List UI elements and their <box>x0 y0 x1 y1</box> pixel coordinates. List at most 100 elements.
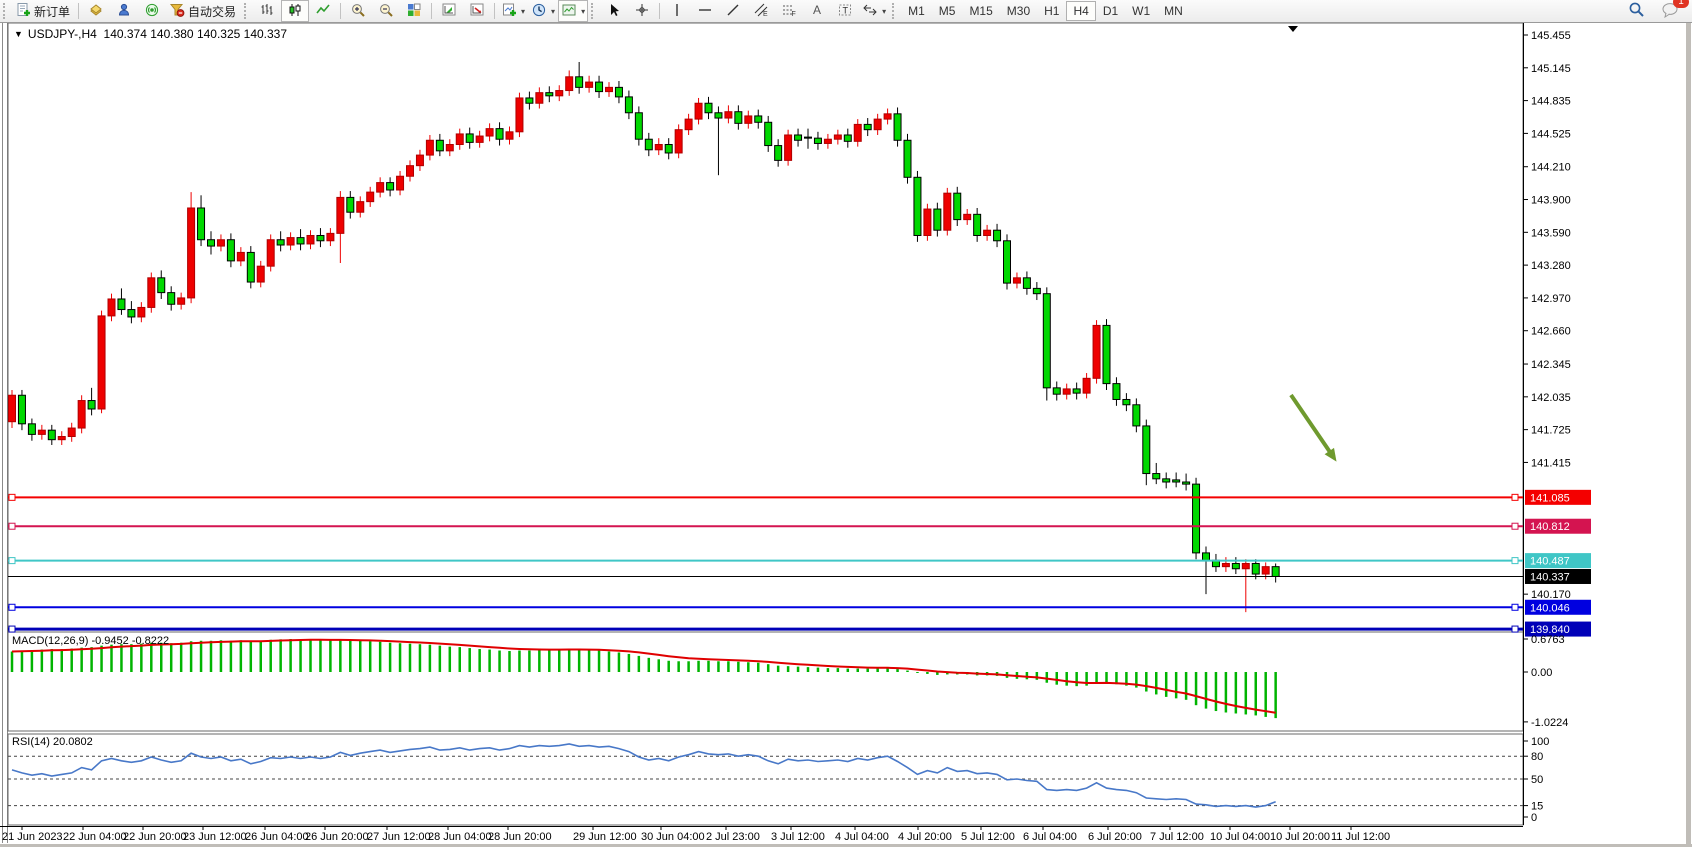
signal-button[interactable] <box>138 0 166 22</box>
autotrade-label: 自动交易 <box>188 4 237 19</box>
vertical-line-button[interactable] <box>663 0 691 22</box>
candlestick-bear <box>495 128 504 140</box>
hline-anchor[interactable] <box>8 522 16 530</box>
candlestick-bear <box>127 309 136 318</box>
arrows-button[interactable]: ▾ <box>859 0 889 22</box>
line-chart-mode-icon <box>315 2 331 21</box>
candlestick-bull <box>77 400 86 429</box>
indicator-window-add-button[interactable] <box>435 0 463 22</box>
candlestick-bull <box>983 229 992 236</box>
price-line-badge <box>1525 518 1591 534</box>
period-button[interactable]: ▾ <box>528 0 558 22</box>
price-line-badge-label: 141.085 <box>1530 492 1570 504</box>
macd-tick-label: -1.0224 <box>1531 717 1568 729</box>
annotation-arrow[interactable] <box>1289 393 1334 457</box>
trendline-button[interactable] <box>719 0 747 22</box>
new-order-button[interactable]: 新订单 <box>12 0 75 22</box>
indicator-window-remove-button[interactable] <box>463 0 491 22</box>
hline-anchor[interactable] <box>1511 603 1519 611</box>
chart-window[interactable]: 145.455 145.145 144.835 144.525 144.210 143.9… <box>0 22 1692 847</box>
candlestick-bear <box>1102 324 1111 385</box>
equidistant-channel-button[interactable]: E <box>747 0 775 22</box>
candlestick-bull <box>475 135 484 143</box>
search-button[interactable] <box>1622 0 1650 22</box>
timeframe-m30-button[interactable]: M30 <box>1006 4 1031 18</box>
candlestick-bull <box>1062 388 1071 395</box>
timeframe-d1-button[interactable]: D1 <box>1102 4 1119 18</box>
crosshair-button[interactable] <box>628 0 656 22</box>
candle-chart-mode-button[interactable] <box>281 0 310 22</box>
period-caret: ▾ <box>551 6 556 16</box>
chart-collapse-icon[interactable]: ▼ <box>14 29 23 39</box>
candlestick-bear <box>1072 388 1081 394</box>
templates-button[interactable]: ▾ <box>558 0 589 22</box>
timeframe-m5-button[interactable]: M5 <box>938 4 956 18</box>
timeframe-m1-button[interactable]: M1 <box>908 4 925 18</box>
fibonacci-button[interactable]: F <box>775 0 803 22</box>
rsi-indicator-label: RSI(14) 20.0802 <box>12 736 93 748</box>
zoom-out-icon <box>378 2 394 21</box>
profile-button[interactable] <box>110 0 138 22</box>
candlestick-bull <box>1012 277 1021 284</box>
hline-anchor[interactable] <box>1511 625 1519 633</box>
candlestick-bear <box>1142 425 1151 475</box>
indicator-window-remove-icon <box>469 2 485 21</box>
annotation-arrowhead[interactable] <box>1324 447 1337 462</box>
zoom-out-button[interactable] <box>372 0 400 22</box>
bar-chart-mode-button[interactable] <box>253 0 281 22</box>
cursor-button[interactable] <box>600 0 628 22</box>
timeframe-mn-button[interactable]: MN <box>1164 4 1183 18</box>
templates-icon <box>561 2 577 21</box>
text-button[interactable]: A <box>803 0 831 22</box>
toolbar-grip[interactable] <box>3 3 9 19</box>
toolbar-grip[interactable] <box>591 3 597 19</box>
new-chart-button[interactable]: ▾ <box>498 0 528 22</box>
candlestick-bear <box>1112 383 1121 400</box>
candlestick-bear <box>1271 566 1280 577</box>
chart-title: ▼ USDJPY-,H4 140.374 140.380 140.325 140.… <box>14 27 287 41</box>
chat-button[interactable]: 1 <box>1656 0 1689 22</box>
text-label-button[interactable]: T <box>831 0 859 22</box>
candlestick-bear <box>47 429 56 441</box>
tile-windows-button[interactable] <box>400 0 428 22</box>
zoom-in-button[interactable] <box>344 0 372 22</box>
chart-canvas[interactable]: 145.455 145.145 144.835 144.525 144.210 143.9… <box>0 22 1692 847</box>
candlestick-bull <box>883 113 892 120</box>
hline-anchor[interactable] <box>8 557 16 565</box>
trendline-icon <box>725 2 741 21</box>
hline-anchor[interactable] <box>8 603 16 611</box>
chart-plot-area[interactable] <box>8 23 1523 632</box>
timeframe-h1-button[interactable]: H1 <box>1044 4 1060 18</box>
chart-shift-marker[interactable] <box>1288 26 1298 32</box>
candlestick-bull <box>1261 566 1270 575</box>
main-toolbar: 新订单 自动交易 <box>0 0 1692 23</box>
timeframe-w1-button[interactable]: W1 <box>1132 4 1151 18</box>
chart-symbol-period: USDJPY-,H4 <box>27 27 97 41</box>
timeframe-m15-button[interactable]: M15 <box>969 4 993 18</box>
time-tick-label: 26 Jun 04:00 <box>245 831 309 843</box>
svg-text:F: F <box>792 11 796 18</box>
hline-anchor[interactable] <box>1511 557 1519 565</box>
chart-window-bg <box>0 22 1692 847</box>
hline-anchor[interactable] <box>8 493 16 501</box>
rsi-line <box>11 743 1276 808</box>
hline-anchor[interactable] <box>1511 493 1519 501</box>
market-watch-button[interactable] <box>82 0 110 22</box>
candlestick-bull <box>923 208 932 236</box>
candlestick-bear <box>764 121 773 147</box>
toolbar-grip[interactable] <box>892 3 898 19</box>
autotrade-button[interactable]: 自动交易 <box>166 0 241 22</box>
hline-anchor[interactable] <box>1511 522 1519 530</box>
candlestick-bear <box>197 207 206 241</box>
macd-tick-label: 0.6763 <box>1531 634 1565 646</box>
horizontal-line-button[interactable] <box>691 0 719 22</box>
price-tick-label: 145.145 <box>1531 63 1571 75</box>
timeframe-h4-button[interactable]: H4 <box>1066 1 1096 21</box>
price-line-badge-label: 140.812 <box>1530 521 1570 533</box>
text-icon: A <box>809 2 825 21</box>
line-chart-mode-button[interactable] <box>309 0 337 22</box>
candlestick-bull <box>943 192 952 231</box>
hline-anchor[interactable] <box>8 625 16 633</box>
toolbar-grip[interactable] <box>244 3 250 19</box>
candlestick-bear <box>1182 481 1191 485</box>
